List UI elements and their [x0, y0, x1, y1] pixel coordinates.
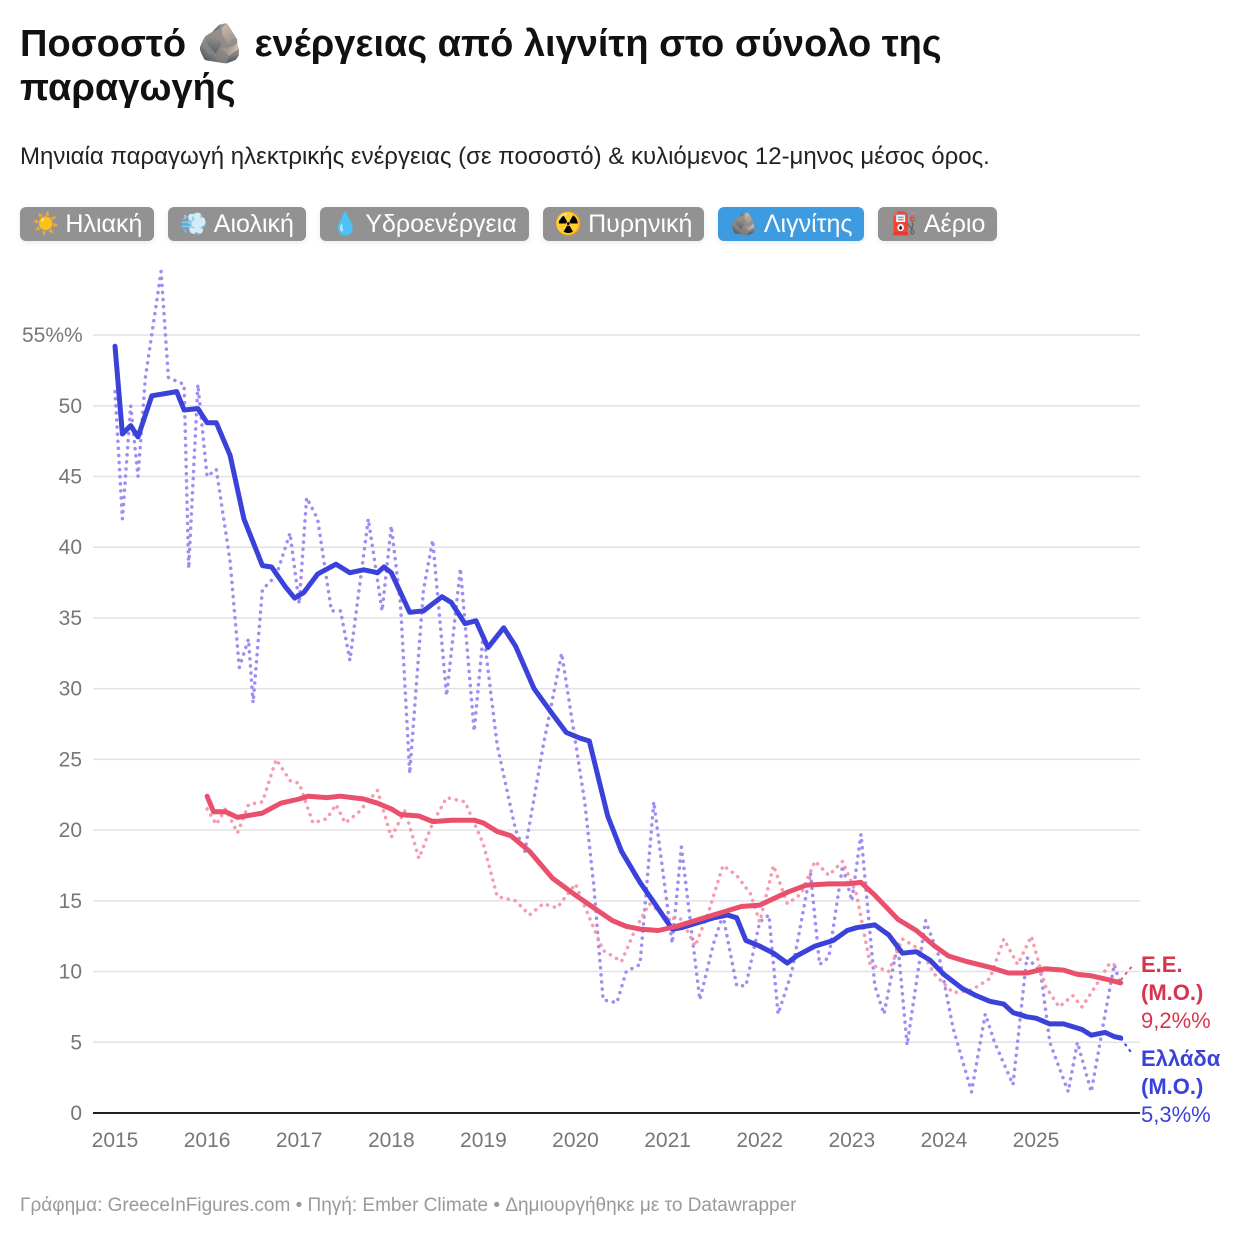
greece-label: (Μ.Ο.): [1141, 1074, 1203, 1099]
greece-label-leader: [1119, 1037, 1134, 1056]
hydro-icon: 💧: [331, 211, 360, 236]
x-tick-label: 2016: [184, 1129, 231, 1152]
eu-label: (Μ.Ο.): [1141, 980, 1203, 1005]
footer-credits: Γράφημα: GreeceInFigures.com • Πηγή: Emb…: [20, 1195, 797, 1216]
x-tick-label: 2018: [368, 1129, 415, 1152]
button-nuclear[interactable]: ☢️ Πυρηνική: [542, 207, 705, 241]
monthly-series-line: [113, 269, 1123, 1094]
button-label: Ηλιακή: [65, 210, 143, 238]
y-tick-label: 25: [59, 748, 82, 771]
y-tick-label: 40: [59, 536, 82, 559]
y-tick-label: 50: [59, 395, 82, 418]
moving-average-line: [204, 793, 1124, 986]
y-tick-label: 15: [59, 890, 82, 913]
x-tick-label: 2020: [552, 1129, 599, 1152]
x-tick-label: 2025: [1013, 1129, 1060, 1152]
button-hydro[interactable]: 💧 Υδροενέργεια: [319, 207, 529, 241]
button-label: Πυρηνική: [588, 210, 693, 238]
solar-icon: ☀️: [32, 211, 60, 236]
y-tick-label: 35: [59, 607, 82, 630]
button-wind[interactable]: 💨 Αιολική: [168, 207, 306, 241]
button-solar[interactable]: ☀️ Ηλιακή: [20, 207, 155, 241]
eu-label: Ε.Ε.: [1141, 952, 1183, 977]
y-tick-label: 55%%: [22, 324, 83, 347]
y-tick-label: 20: [59, 819, 82, 842]
x-tick-label: 2017: [276, 1129, 323, 1152]
eu-label-leader: [1119, 964, 1134, 981]
lignite-icon: 🪨: [730, 211, 758, 236]
moving-average-line: [112, 343, 1124, 1041]
wind-icon: 💨: [180, 211, 208, 236]
chart-title: Ποσοστό 🪨 ενέργειας από λιγνίτη στο σύνο…: [20, 23, 942, 109]
greece-label: Ελλάδα: [1141, 1046, 1221, 1071]
greece-end-value: 5,3%%: [1141, 1102, 1211, 1127]
source-toggle-buttons: ☀️ Ηλιακή 💨 Αιολική 💧 Υδροενέργεια ☢️ Πυρηνική 🪨…: [20, 207, 998, 241]
button-label: Αιολική: [213, 210, 294, 238]
x-tick-label: 2019: [460, 1129, 507, 1152]
x-tick-label: 2015: [92, 1129, 139, 1152]
y-tick-label: 10: [59, 961, 82, 984]
nuclear-icon: ☢️: [554, 211, 583, 236]
x-tick-label: 2024: [921, 1129, 968, 1152]
y-tick-label: 5: [70, 1031, 82, 1054]
button-label: Αέριο: [923, 210, 986, 238]
x-tick-label: 2023: [828, 1129, 875, 1152]
button-label: Υδροενέργεια: [365, 210, 517, 238]
button-gas[interactable]: ⛽ Αέριο: [878, 207, 998, 241]
chart-subtitle: Μηνιαία παραγωγή ηλεκτρικής ενέργειας (σ…: [20, 143, 990, 170]
gas-icon: ⛽: [890, 211, 918, 236]
button-lignite[interactable]: 🪨 Λιγνίτης: [718, 207, 865, 241]
monthly-series-line: [205, 757, 1123, 1009]
button-label: Λιγνίτης: [763, 210, 853, 238]
eu-end-value: 9,2%%: [1141, 1008, 1211, 1033]
x-tick-label: 2022: [736, 1129, 783, 1152]
y-tick-label: 30: [59, 678, 82, 701]
y-tick-label: 45: [59, 465, 82, 488]
x-tick-label: 2021: [644, 1129, 691, 1152]
y-tick-label: 0: [70, 1102, 82, 1125]
